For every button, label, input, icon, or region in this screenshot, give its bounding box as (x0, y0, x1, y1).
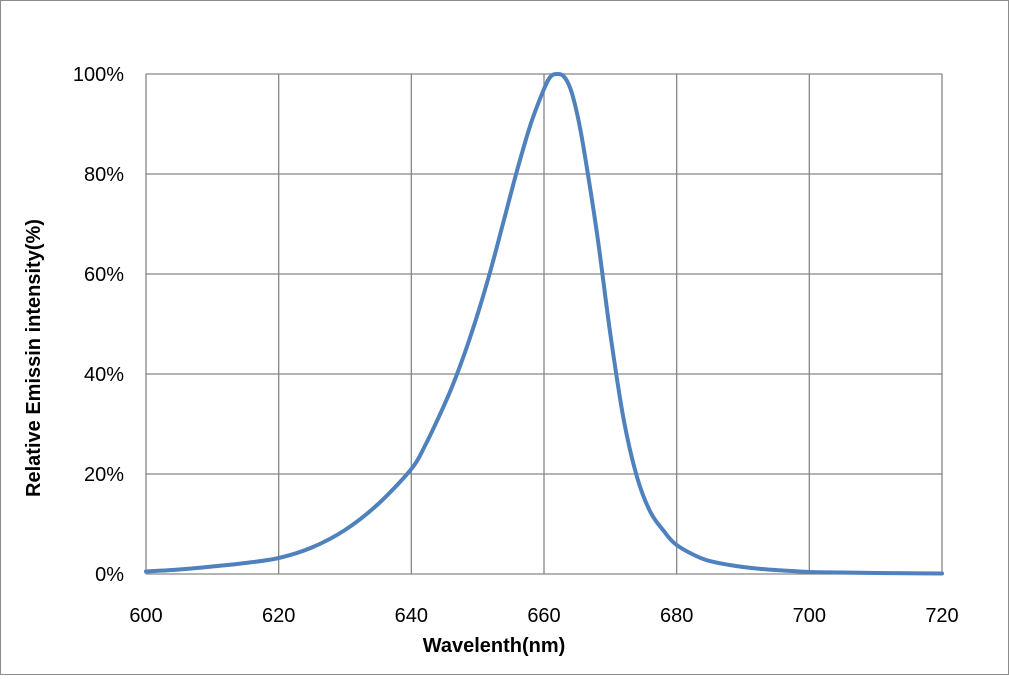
grid-layer (145, 73, 943, 575)
tick-label-layer: 600 620 640 660 680 700 720 0% 20% 40% 60% 80% 100% (73, 64, 959, 627)
y-tick-label: 100% (73, 64, 124, 86)
emission-series-line (144, 72, 944, 576)
y-tick-label: 20% (84, 464, 124, 486)
x-tick-label: 660 (527, 605, 560, 627)
y-tick-label: 0% (95, 564, 124, 586)
series-layer (144, 72, 944, 576)
x-tick-label: 600 (129, 605, 162, 627)
x-tick-label: 620 (262, 605, 295, 627)
x-tick-label: 680 (660, 605, 693, 627)
y-axis-title: Relative Emissin intensity(%) (23, 219, 45, 497)
x-axis-title: Wavelenth(nm) (423, 635, 566, 657)
x-tick-label: 700 (793, 605, 826, 627)
y-tick-label: 40% (84, 364, 124, 386)
x-tick-label: 640 (395, 605, 428, 627)
y-tick-label: 80% (84, 164, 124, 186)
y-tick-label: 60% (84, 264, 124, 286)
x-tick-label: 720 (925, 605, 958, 627)
